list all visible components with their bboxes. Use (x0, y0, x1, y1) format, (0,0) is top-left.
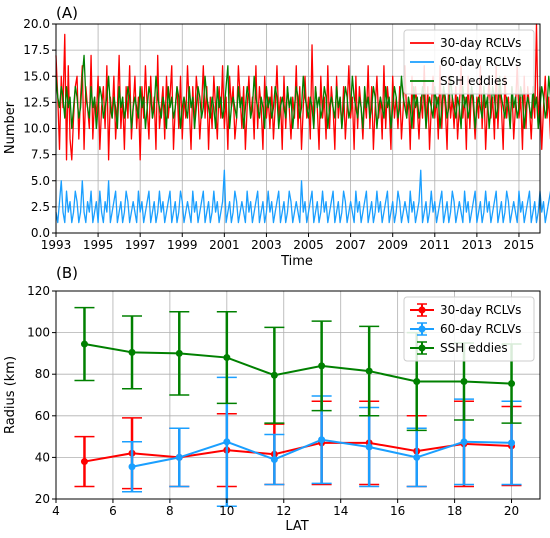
panel-b-series-2-point (80, 340, 88, 348)
panel-b-series-1-point (365, 443, 373, 451)
panel-b-series-1-point (128, 463, 136, 471)
panel-b-series-2-point (365, 367, 373, 375)
panel-a-series-2-line (55, 54, 550, 130)
panel-a-x-tick-label: 1995 (83, 238, 114, 252)
panel-b-x-tick-label: 10 (219, 504, 234, 518)
panel-b-legend-item-0-swatch-marker (418, 306, 426, 314)
panel-a-legend-box (403, 29, 535, 95)
panel-b-ticks: 4 6 8 10 12 14 16 18 20 20 40 60 80 100 120 (27, 284, 519, 518)
panel-b-x-axis-label: LAT (285, 519, 308, 534)
panel-b-series-2-point (270, 371, 278, 379)
panel-b-x-tick-label: 4 (52, 504, 60, 518)
panel-b-series-1-point (223, 438, 231, 446)
panel-a-y-tick-label: 5.0 (31, 174, 50, 188)
panel-b-series-1-point (413, 453, 421, 461)
panel-a-y-tick-label: 7.5 (31, 148, 50, 162)
panel-a-y-tick-label: 15.0 (23, 69, 50, 83)
panel-b-series-2-point (413, 377, 421, 385)
panel-b-series-1-point (460, 438, 468, 446)
panel-b-series-1-point (175, 453, 183, 461)
panel-a-y-tick-label: 2.5 (31, 200, 50, 214)
panel-b-y-tick-label: 60 (35, 409, 50, 423)
panel-a-y-tick-label: 0.0 (31, 226, 50, 240)
panel-a-legend-item-2-label: SSH eddies (440, 74, 508, 88)
panel-b-label: (B) (56, 264, 78, 282)
panel-b-series-2-point (460, 377, 468, 385)
panel-a-legend-item-1-label: 60-day RCLVs (440, 55, 521, 69)
panel-b-legend-item-2-swatch-marker (418, 344, 426, 352)
panel-b-legend-item-2-label: SSH eddies (440, 341, 508, 355)
panel-a-x-tick-label: 2005 (293, 238, 324, 252)
panel-a-x-tick-label: 1997 (125, 238, 156, 252)
panel-b-series-2-point (318, 362, 326, 370)
panel-a-y-tick-label: 12.5 (23, 95, 50, 109)
panel-b-series (74, 306, 522, 508)
panel-a-x-tick-label: 2001 (209, 238, 240, 252)
panel-b-y-tick-label: 20 (35, 492, 50, 506)
panel-b-legend-item-1-swatch-marker (418, 325, 426, 333)
panel-a-x-tick-label: 2003 (251, 238, 282, 252)
panel-b-border (55, 290, 541, 500)
panel-b-legend-box (403, 296, 535, 362)
panel-a-x-tick-label: 2009 (377, 238, 408, 252)
panel-b-x-tick-label: 16 (390, 504, 405, 518)
panel-b-legend-item-0-label: 30-day RCLVs (440, 303, 521, 317)
panel-b-x-tick-label: 14 (333, 504, 348, 518)
panel-a-y-axis-label: Number (3, 101, 18, 154)
panel-b-series-2-point (223, 354, 231, 362)
panel-b-x-tick-label: 20 (504, 504, 519, 518)
panel-b-series-2-line (84, 343, 512, 385)
panel-b-series-2-point (175, 349, 183, 357)
panel-a-ticks: 1993 1995 1997 1999 2001 2003 2005 2007 2009 2011… (23, 17, 534, 252)
panel-a-x-tick-label: 1999 (167, 238, 198, 252)
panel-a-x-tick-label: 2013 (462, 238, 493, 252)
panel-a-x-tick-label: 2007 (335, 238, 366, 252)
panel-a-x-tick-label: 2015 (504, 238, 535, 252)
panel-b-series-2-point (128, 348, 136, 356)
panel-b-legend: 30-day RCLVs 60-day RCLVs SSH eddies (403, 296, 535, 362)
panel-a-series-1-line (55, 169, 550, 224)
panel-a-x-axis-label: Time (280, 254, 313, 269)
panel-b: 4 6 8 10 12 14 16 18 20 20 40 60 80 100 120 (B) LAT Ra… (3, 264, 541, 534)
panel-b-series-1-point (508, 439, 516, 447)
panel-b-x-tick-label: 18 (447, 504, 462, 518)
panel-b-y-axis-label: Radius (km) (3, 356, 18, 434)
panel-b-y-tick-label: 120 (27, 284, 50, 298)
panel-b-y-tick-label: 100 (27, 326, 50, 340)
panel-b-series-1-point (318, 436, 326, 444)
panel-b-x-tick-label: 8 (166, 504, 174, 518)
panel-a-x-tick-label: 2011 (420, 238, 451, 252)
panel-b-y-tick-label: 40 (35, 450, 50, 464)
panel-b-series-0-point (80, 458, 88, 466)
panel-a-x-tick-label: 1993 (41, 238, 72, 252)
panel-a: 1993 1995 1997 1999 2001 2003 2005 2007 2009 2011… (3, 4, 550, 269)
panel-a-y-tick-label: 17.5 (23, 43, 50, 57)
panel-a-legend-item-0-label: 30-day RCLVs (440, 36, 521, 50)
panel-a-y-tick-label: 10.0 (23, 122, 50, 136)
panel-a-y-tick-label: 20.0 (23, 17, 50, 31)
panel-b-series-1-point (270, 455, 278, 463)
panel-a-label: (A) (56, 4, 78, 22)
panel-b-y-tick-label: 80 (35, 367, 50, 381)
panel-b-legend-item-1-label: 60-day RCLVs (440, 322, 521, 336)
panel-b-x-tick-label: 12 (276, 504, 291, 518)
panel-b-series-2-point (508, 380, 516, 388)
panel-b-x-tick-label: 6 (109, 504, 117, 518)
panel-a-legend: 30-day RCLVs 60-day RCLVs SSH eddies (403, 29, 535, 95)
